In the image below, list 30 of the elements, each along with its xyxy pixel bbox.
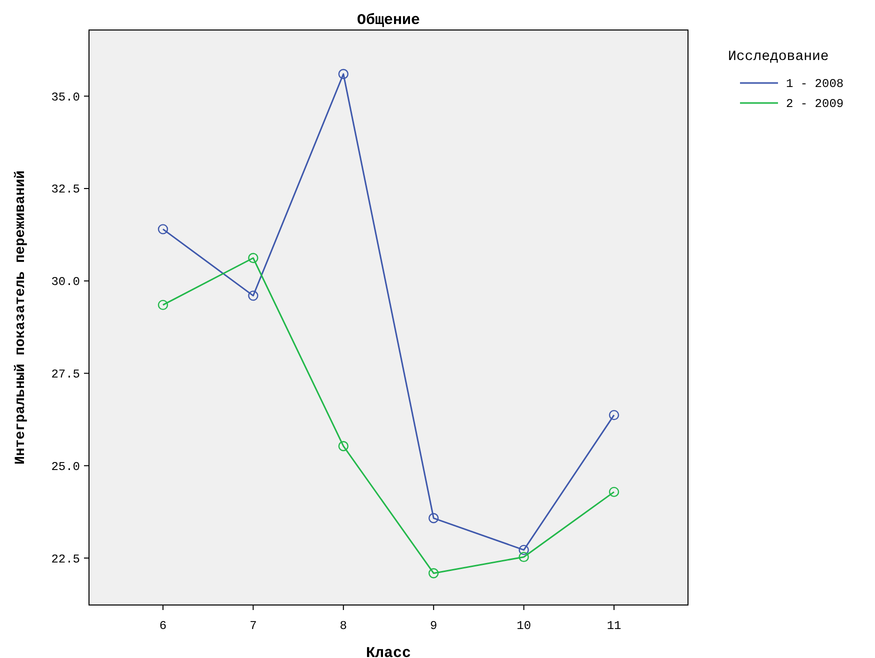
legend-label: 1 - 2008 [786,77,844,92]
y-axis-title: Интегральный показатель переживаний [13,170,29,465]
y-tick-label: 25.0 [51,460,80,474]
legend-title: Исследование [728,49,829,65]
x-tick-label: 11 [606,619,622,633]
y-tick-label: 32.5 [51,182,80,197]
point [608,486,620,498]
point [518,552,529,562]
y-tick-label: 35.0 [51,90,80,104]
x-tick-label: 7 [250,619,257,633]
y-tick-label: 30.0 [51,275,80,290]
point [518,544,529,556]
x-tick-label: 6 [159,619,167,633]
legend-label: 2 - 2009 [786,97,844,112]
point [338,441,348,452]
x-tick-label: 10 [516,619,532,633]
point [338,68,348,80]
point [158,300,168,310]
x-tick-label: 8 [340,619,347,633]
x-tick-label: 9 [430,619,438,633]
y-tick-label: 27.5 [51,368,80,382]
point [248,290,258,301]
point [428,513,439,524]
point [158,224,168,234]
point [608,410,620,420]
point [248,252,258,264]
x-axis-title: Класс [366,645,412,658]
point [428,568,439,578]
y-tick-label: 22.5 [51,552,80,566]
chart-title: Общение [356,12,420,29]
